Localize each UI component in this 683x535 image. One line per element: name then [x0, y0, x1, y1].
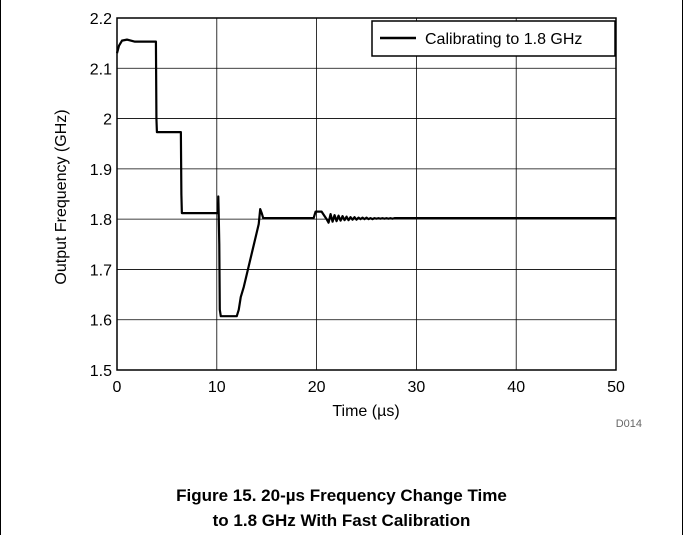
y-tick-label: 2.2: [90, 11, 112, 28]
y-tick-label: 1.7: [90, 262, 112, 279]
legend: Calibrating to 1.8 GHz: [371, 20, 616, 57]
figure-caption: Figure 15. 20-µs Frequency Change Time t…: [0, 483, 683, 533]
x-tick-label: 30: [408, 379, 426, 396]
y-tick-label: 1.9: [90, 162, 112, 179]
frame-left-border: [0, 0, 1, 535]
figure-code: D014: [616, 418, 642, 430]
series-line-calibrating: [115, 38, 616, 318]
caption-line-1: Figure 15. 20-µs Frequency Change Time: [176, 486, 507, 505]
x-tick-label: 40: [507, 379, 525, 396]
x-tick-labels: 0 10 20 30 40 50: [113, 379, 625, 396]
y-tick-label: 2: [103, 112, 112, 129]
caption-line-2: to 1.8 GHz With Fast Calibration: [212, 511, 471, 530]
y-tick-label: 1.6: [90, 313, 112, 330]
x-axis-label: Time (µs): [332, 403, 399, 420]
y-axis-label: Output Frequency (GHz): [53, 109, 70, 284]
y-tick-label: 2.1: [90, 61, 112, 78]
x-tick-label: 50: [607, 379, 625, 396]
y-tick-label: 1.8: [90, 212, 112, 229]
x-tick-label: 0: [113, 379, 122, 396]
legend-label: Calibrating to 1.8 GHz: [425, 31, 582, 48]
plot-area-border: [116, 17, 617, 371]
y-tick-label: 1.5: [90, 363, 112, 380]
y-tick-labels: 1.5 1.6 1.7 1.8 1.9 2 2.1 2.2: [90, 11, 112, 380]
x-tick-label: 20: [308, 379, 326, 396]
x-tick-label: 10: [208, 379, 226, 396]
grid: [116, 17, 617, 371]
